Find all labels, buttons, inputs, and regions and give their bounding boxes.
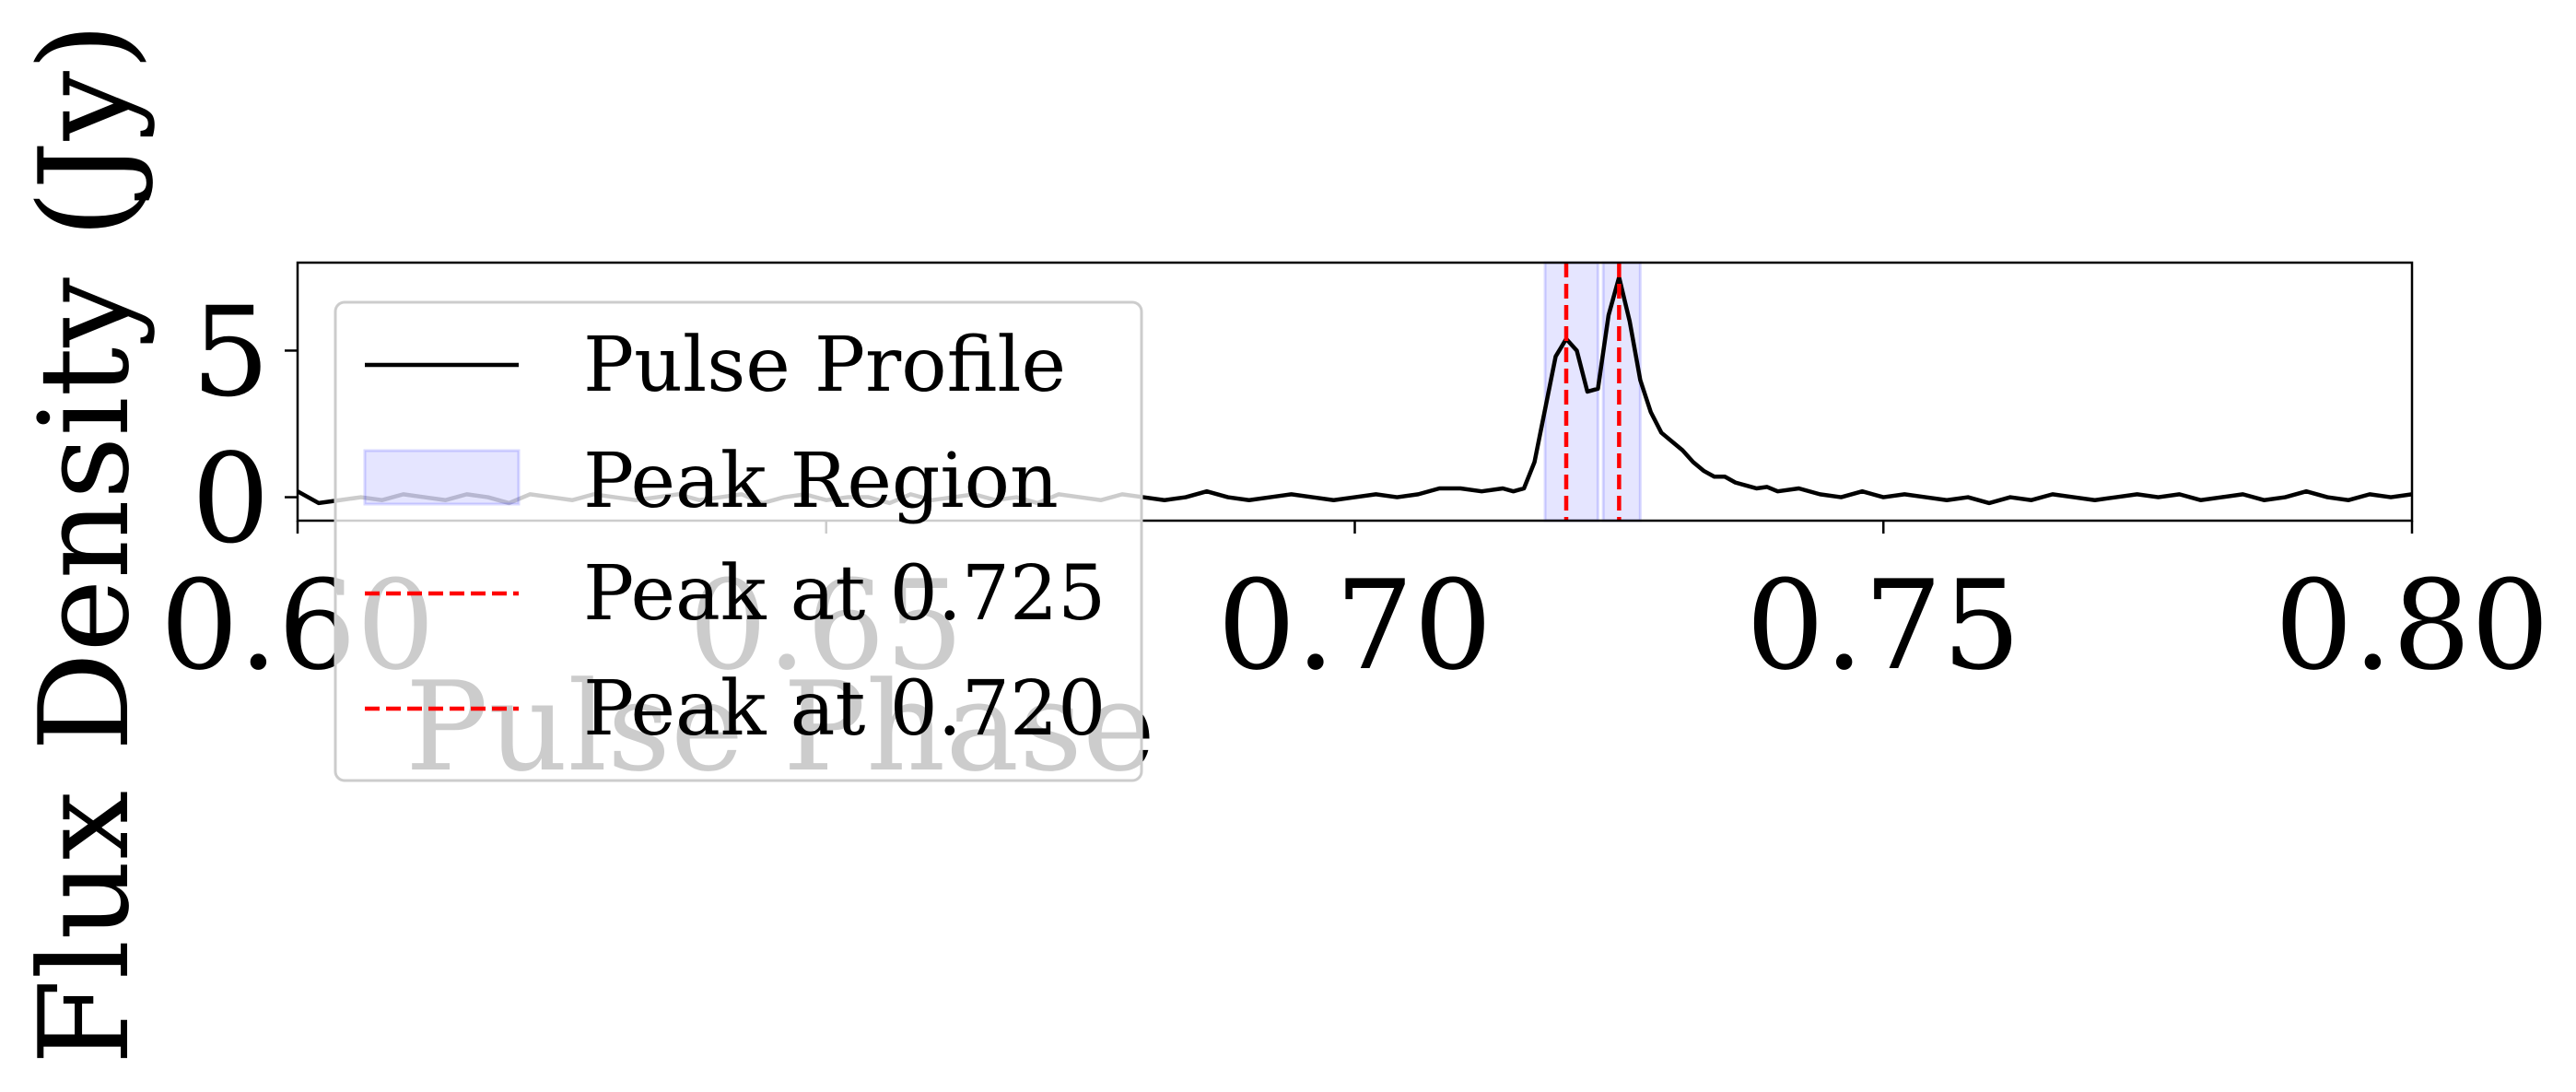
legend-label: Peak at 0.720 (583, 665, 1106, 753)
legend-label: Peak Region (583, 438, 1059, 525)
y-tick-label: 5 (192, 280, 270, 424)
x-tick-label: 0.75 (1746, 554, 2020, 698)
legend: Pulse Profile Peak Region Peak at 0.725 Pea… (334, 300, 1143, 782)
x-tick-label: 0.80 (2275, 554, 2549, 698)
x-tick-label: 0.70 (1217, 554, 1492, 698)
legend-box (334, 300, 1143, 782)
legend-label: Peak at 0.725 (583, 550, 1106, 638)
y-axis-label: Flux Density (Jy) (13, 22, 157, 1064)
peak-region (1601, 261, 1642, 523)
y-tick-label: 0 (192, 428, 270, 571)
legend-swatch (363, 449, 521, 506)
legend-label: Pulse Profile (583, 322, 1066, 409)
